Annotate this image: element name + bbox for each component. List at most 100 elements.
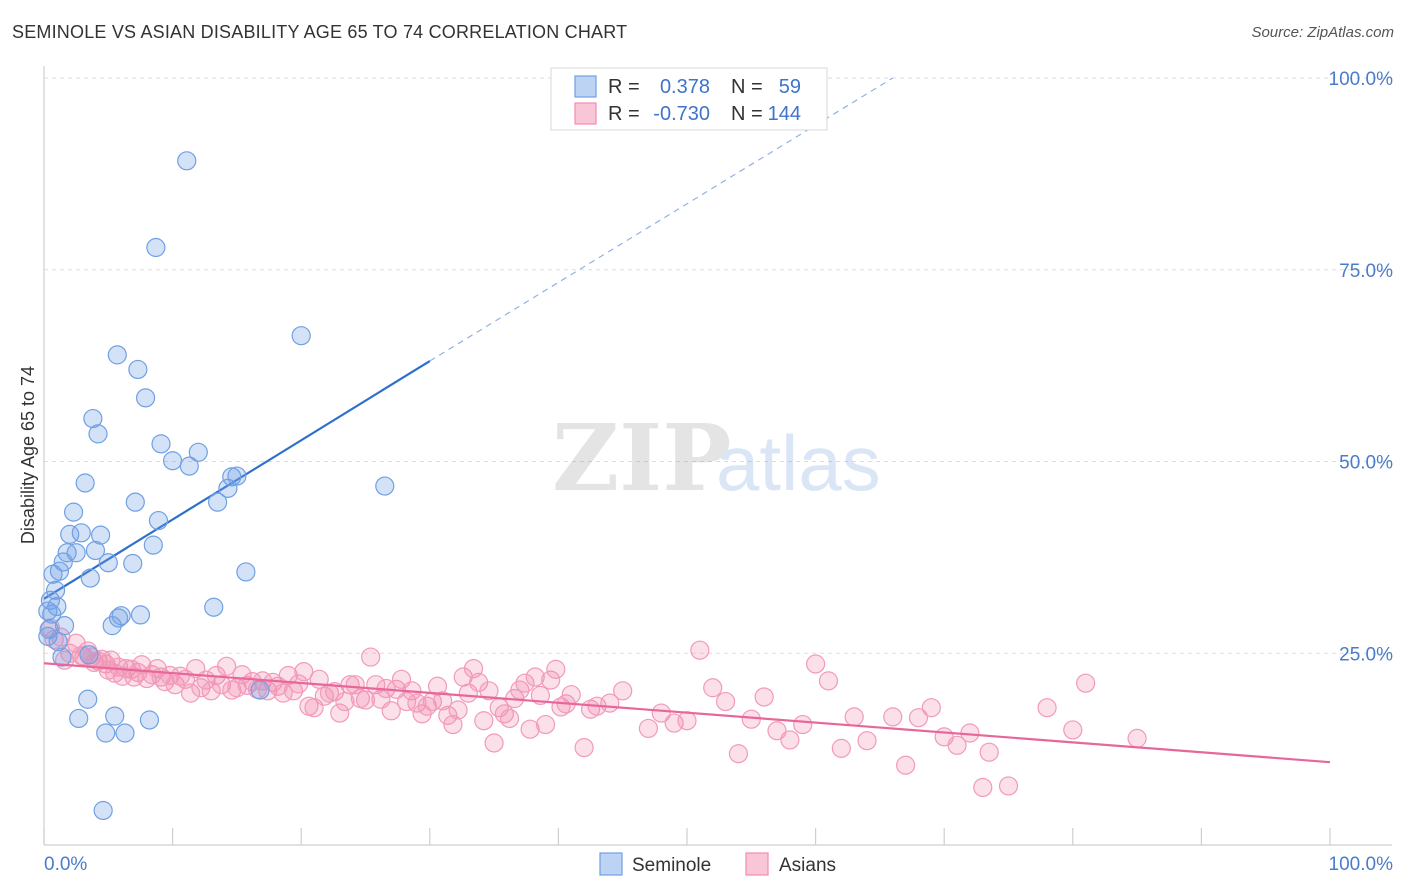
seminole-point [45,580,66,600]
seminole-point [125,492,145,512]
asians-point [805,654,826,674]
asians-point [427,676,448,696]
y-axis-label: Disability Age 65 to 74 [18,366,38,544]
legend-r-label-2: R = [608,103,640,125]
asians-point [883,707,903,727]
seminole-point [208,492,228,512]
asians-points [40,618,1147,798]
seminole-point [69,708,89,729]
asians-point [793,714,813,735]
asians-point [381,701,401,721]
x-tick-label: 0.0% [44,854,87,875]
asians-point [998,776,1019,796]
seminole-point [143,535,163,555]
watermark: ZIP atlas [552,404,881,512]
asians-point [703,678,723,698]
y-tick-label: 25.0% [1339,644,1393,665]
asians-point [438,705,458,725]
legend-r-value-1: 0.378 [660,76,710,98]
seminole-point [63,502,84,522]
asians-point [638,718,659,739]
asians-point [474,711,494,731]
asians-point [908,708,929,728]
asians-point [1076,673,1096,693]
asians-point [546,659,566,679]
axes [43,66,1392,846]
asians-point [780,730,800,750]
watermark-atlas: atlas [716,419,881,507]
seminole-point [108,608,129,628]
source-label: Source: ZipAtlas.com [1251,24,1394,41]
asians-point [443,714,463,735]
seminole-point [85,540,106,561]
seminole-point [188,442,208,462]
seminole-point [148,510,169,531]
asians-point [397,691,417,712]
seminole-point [107,345,127,365]
asians-point [613,681,633,701]
asians-point [1063,720,1083,740]
asians-point [479,681,499,701]
asians-point [340,675,360,695]
seminole-point [227,466,247,486]
seminole-point [75,473,95,493]
y-tick-label: 50.0% [1339,453,1393,474]
asians-point [561,685,581,705]
asians-point [361,647,381,667]
chart-title: SEMINOLE VS ASIAN DISABILITY AGE 65 TO 7… [12,22,628,42]
asians-point [541,670,561,690]
legend-r-label-1: R = [608,76,640,98]
seminole-point [163,451,183,471]
asians-point [525,667,545,687]
seminole-point [80,568,100,588]
asians-point [715,691,736,712]
seminole-point [375,476,395,496]
asians-point [530,685,550,706]
asians-point [831,738,851,758]
asians-point [857,731,877,751]
x-tick-labels: 0.0% 100.0% [44,854,1393,875]
seminole-point [90,525,111,545]
asians-point [237,675,257,696]
seminole-point [146,237,166,258]
asians-point [515,673,535,693]
seminole-point [177,151,197,171]
seminole-point [47,596,67,617]
y-tick-label: 75.0% [1339,261,1393,282]
seminole-point [130,605,151,625]
seminole-point [52,647,72,667]
asians-point [896,755,916,775]
asians-point [484,733,504,753]
asians-point [921,698,941,718]
asians-point [535,714,556,735]
watermark-zip: ZIP [552,404,731,512]
asians-point [754,687,774,707]
asians-point [314,686,334,706]
asians-point [217,656,237,676]
y-tick-labels: 25.0% 50.0% 75.0% 100.0% [1329,69,1394,665]
asians-trend-solid [43,662,1331,764]
asians-point [1037,698,1057,718]
legend-n-value-1: 59 [779,76,801,98]
asians-point [520,719,540,739]
seminole-point [128,359,148,380]
asians-point [170,666,190,686]
seminole-point [54,616,75,636]
seminole-point [88,424,108,444]
asians-point [818,671,839,691]
asians-point [335,691,355,712]
seminole-point [83,408,103,429]
legend-series: Seminole Asians [599,852,836,876]
seminole-point [204,597,224,617]
asians-point [690,640,710,660]
seminole-point [111,606,131,626]
legend-seminole-swatch [574,75,597,98]
asians-point [330,703,350,723]
seminole-trend-solid [43,360,431,600]
asians-trendline [43,662,1331,764]
seminole-point [71,523,91,543]
x-tick-label: 100.0% [1329,854,1394,875]
seminole-point [135,388,156,408]
seminole-point [115,723,135,743]
seminole-point [78,689,98,709]
